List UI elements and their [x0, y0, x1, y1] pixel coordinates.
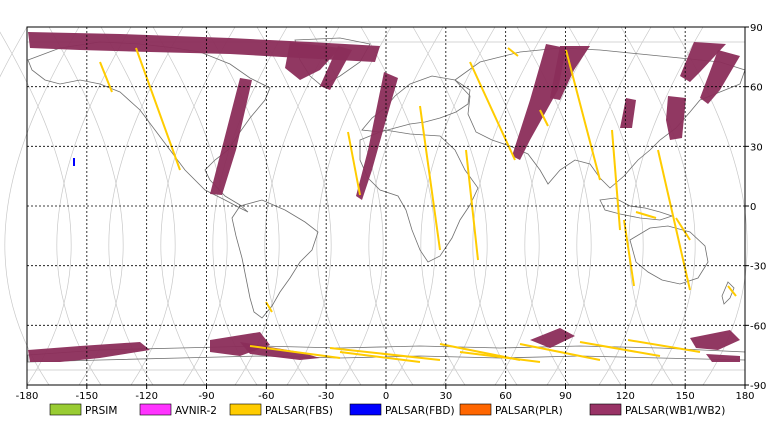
fbs-swath [635, 211, 657, 219]
wb-swath [320, 46, 352, 90]
legend: PRSIM AVNIR-2 PALSAR(FBS) PALSAR(FBD) PALSAR… [49, 403, 725, 417]
coast-new-zealand [721, 281, 735, 305]
orbit-track [0, 26, 28, 78]
y-tick-label: 60 [750, 83, 763, 94]
legend-swatch [349, 403, 382, 416]
y-tick-label: 30 [750, 142, 763, 153]
fbs-swath [657, 149, 691, 291]
y-tick-label: 90 [750, 23, 763, 34]
fbs-swath [329, 347, 441, 361]
axis-ticks: -180 -150 -120 -90 -60 -30 0 30 60 90 120 150 180 90 6… [16, 23, 767, 402]
fbs-swath [507, 47, 519, 57]
fbs-swath [339, 351, 421, 363]
lat-lon-grid [27, 27, 745, 385]
x-tick-label: -180 [16, 391, 39, 402]
x-tick-label: 120 [616, 391, 635, 402]
fbs-swath [249, 345, 341, 359]
legend-label: PALSAR(WB1/WB2) [625, 405, 725, 417]
x-tick-label: 60 [499, 391, 512, 402]
fbs-swath [347, 131, 361, 196]
wb-swath [530, 328, 575, 348]
wb-swath [620, 98, 636, 128]
wb-swath [512, 44, 566, 160]
legend-swatch [459, 403, 492, 416]
fbs-swath [465, 149, 479, 261]
fbs-swath [265, 301, 273, 313]
wb-swath [680, 42, 726, 82]
fbs-swath [565, 49, 601, 181]
x-tick-label: -150 [75, 391, 98, 402]
y-tick-label: 0 [750, 202, 756, 213]
y-tick-label: -30 [750, 262, 766, 273]
legend-swatch [49, 403, 82, 416]
coast-asia [454, 47, 746, 189]
coast-indonesia [599, 197, 674, 221]
x-tick-label: 90 [559, 391, 572, 402]
x-tick-label: -90 [198, 391, 214, 402]
fbs-swath [727, 285, 737, 297]
fbs-swath [675, 217, 691, 241]
legend-label: PRSIM [85, 405, 117, 417]
fbs-swath [579, 341, 661, 357]
wb-swath [28, 342, 150, 362]
x-tick-label: -30 [318, 391, 334, 402]
legend-swatch [229, 403, 262, 416]
fbs-swath [99, 61, 113, 93]
fbs-swath [519, 343, 601, 361]
y-tick-label: -60 [750, 321, 766, 332]
fbs-swath [135, 47, 181, 171]
legend-label: AVNIR-2 [175, 405, 217, 417]
wb-swath [706, 354, 740, 362]
legend-label: PALSAR(FBS) [265, 405, 333, 417]
x-tick-label: 0 [383, 391, 389, 402]
x-tick-label: -60 [258, 391, 274, 402]
x-tick-label: 180 [735, 391, 754, 402]
legend-label: PALSAR(FBD) [385, 405, 455, 417]
legend-label: PALSAR(PLR) [495, 405, 563, 417]
fbs-swath [469, 61, 516, 161]
fbs-swath [539, 109, 549, 127]
coast-south-america [231, 199, 319, 319]
legend-swatch [589, 403, 622, 416]
legend-swatch [139, 403, 172, 416]
x-tick-label: 150 [676, 391, 695, 402]
fbs-swath [459, 351, 541, 363]
coast-australia [629, 225, 709, 285]
wb-swath [210, 78, 252, 195]
fbs-swath [611, 129, 621, 231]
x-tick-label: 30 [439, 391, 452, 402]
x-tick-label: -120 [135, 391, 158, 402]
orbit-track [4, 26, 80, 386]
fbs-swath [627, 339, 701, 353]
wb-swath [700, 50, 740, 104]
wb-swath [666, 96, 686, 140]
fbs-swath [419, 105, 441, 251]
coast-north-america [27, 41, 271, 213]
wb-swath [690, 330, 740, 350]
y-tick-label: -90 [750, 381, 766, 392]
wb-swath [356, 72, 398, 200]
